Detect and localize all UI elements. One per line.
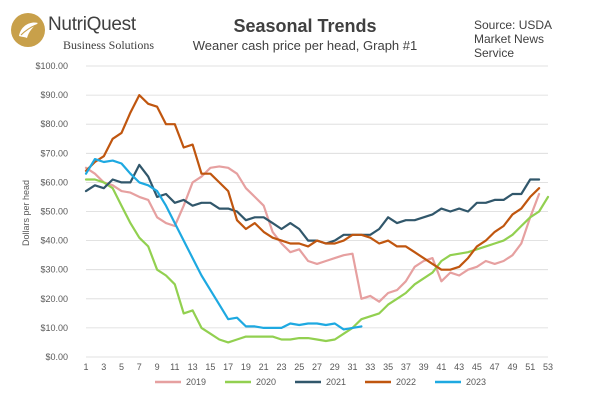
chart-subtitle: Weaner cash price per head, Graph #1 (192, 38, 418, 53)
y-axis-ticks: $0.00 $10.00 $20.00 $30.00 $40.00 $50.00 $60.0… (35, 61, 68, 362)
legend-label-2021: 2021 (326, 377, 346, 387)
x-tick-label: 23 (276, 362, 286, 372)
legend-label-2019: 2019 (186, 377, 206, 387)
x-tick-label: 35 (383, 362, 393, 372)
x-tick-label: 1 (83, 362, 88, 372)
legend-label-2020: 2020 (256, 377, 276, 387)
series-line-2019 (84, 165, 541, 303)
x-tick-label: 37 (401, 362, 411, 372)
y-tick-label: $50.00 (40, 207, 68, 217)
y-tick-label: $20.00 (40, 294, 68, 304)
y-tick-label: $70.00 (40, 148, 68, 158)
x-tick-label: 47 (490, 362, 500, 372)
x-tick-label: 27 (312, 362, 322, 372)
series-line-2021 (84, 163, 541, 245)
nutriquest-logo (11, 13, 45, 47)
x-axis-ticks: 1 3 5 7 9 11 13 15 17 19 21 23 25 27 29 31 33 35 37 39 41 43 4… (83, 362, 553, 372)
y-tick-label: $10.00 (40, 323, 68, 333)
x-tick-label: 53 (543, 362, 553, 372)
brand-subtitle: Business Solutions (63, 38, 155, 52)
x-tick-label: 31 (348, 362, 358, 372)
x-tick-label: 25 (294, 362, 304, 372)
logo-leaf-vein (20, 24, 37, 36)
source-note: Source: USDA Market News Service (474, 18, 553, 60)
y-tick-label: $40.00 (40, 236, 68, 246)
x-tick-label: 33 (365, 362, 375, 372)
series-line-2022 (84, 93, 541, 271)
x-tick-label: 17 (223, 362, 233, 372)
x-tick-label: 21 (259, 362, 269, 372)
x-tick-label: 11 (170, 362, 179, 372)
x-tick-label: 41 (436, 362, 446, 372)
y-tick-label: $0.00 (45, 352, 68, 362)
x-tick-label: 15 (205, 362, 215, 372)
series-line-2020 (84, 178, 550, 344)
x-tick-label: 7 (137, 362, 142, 372)
chart-legend: 2019 2020 2021 2022 2023 (155, 377, 486, 387)
y-tick-label: $60.00 (40, 177, 68, 187)
y-tick-label: $80.00 (40, 119, 68, 129)
y-axis-label: Dollars per head (21, 180, 31, 246)
series-line-2023 (84, 158, 363, 331)
x-tick-label: 49 (507, 362, 517, 372)
x-tick-label: 43 (454, 362, 464, 372)
brand-name: NutriQuest (48, 14, 136, 35)
chart-title: Seasonal Trends (233, 16, 377, 36)
x-tick-label: 45 (472, 362, 482, 372)
legend-label-2023: 2023 (466, 377, 486, 387)
x-tick-label: 51 (525, 362, 535, 372)
y-tick-label: $30.00 (40, 265, 68, 275)
x-tick-label: 39 (419, 362, 429, 372)
x-tick-label: 9 (155, 362, 160, 372)
x-tick-label: 19 (241, 362, 251, 372)
x-tick-label: 5 (119, 362, 124, 372)
legend-label-2022: 2022 (396, 377, 416, 387)
x-tick-label: 13 (188, 362, 198, 372)
x-tick-label: 29 (330, 362, 340, 372)
chart-series (84, 93, 550, 344)
x-tick-label: 3 (101, 362, 106, 372)
y-tick-label: $90.00 (40, 90, 68, 100)
y-tick-label: $100.00 (35, 61, 68, 71)
